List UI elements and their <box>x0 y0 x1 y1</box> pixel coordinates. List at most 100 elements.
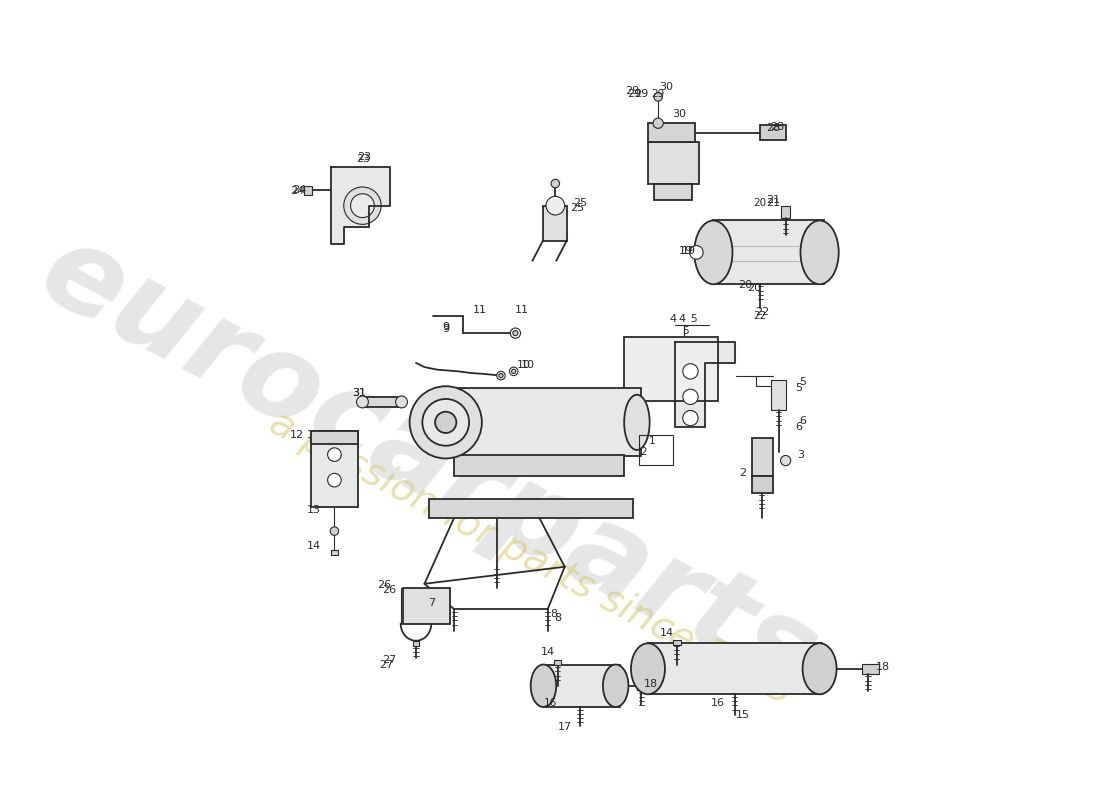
Circle shape <box>497 371 505 380</box>
Circle shape <box>328 448 341 462</box>
Text: 2: 2 <box>640 447 647 457</box>
Text: 8: 8 <box>550 609 558 618</box>
Text: 30: 30 <box>672 109 686 119</box>
Text: 27: 27 <box>382 655 396 666</box>
Text: 5: 5 <box>799 377 806 386</box>
Bar <box>543 206 568 242</box>
Bar <box>311 431 359 507</box>
Text: 28: 28 <box>770 122 784 132</box>
Text: 9: 9 <box>442 324 449 334</box>
Text: 29: 29 <box>626 86 640 96</box>
Text: 6: 6 <box>799 416 806 426</box>
Bar <box>760 125 785 140</box>
Text: 20: 20 <box>747 283 761 293</box>
Circle shape <box>513 330 518 336</box>
Bar <box>454 454 624 476</box>
Text: 24: 24 <box>290 186 305 196</box>
Text: 22: 22 <box>754 311 767 321</box>
Text: 24: 24 <box>293 186 307 195</box>
Bar <box>751 476 773 493</box>
Circle shape <box>498 374 503 378</box>
Text: 17: 17 <box>558 722 572 731</box>
Text: 20: 20 <box>754 198 767 208</box>
Circle shape <box>510 328 520 338</box>
Text: 19: 19 <box>682 246 696 256</box>
Circle shape <box>330 527 339 535</box>
Ellipse shape <box>631 643 666 694</box>
Ellipse shape <box>694 221 733 284</box>
Text: 16: 16 <box>543 698 557 708</box>
Text: 7: 7 <box>428 598 435 608</box>
Bar <box>672 640 681 645</box>
Text: 14: 14 <box>540 646 554 657</box>
Ellipse shape <box>801 221 838 284</box>
Text: 20: 20 <box>738 280 752 290</box>
Text: 23: 23 <box>358 152 371 162</box>
Text: 10: 10 <box>517 361 531 370</box>
Bar <box>412 641 419 646</box>
Text: 13: 13 <box>307 505 321 515</box>
Polygon shape <box>675 342 735 426</box>
Circle shape <box>653 93 662 101</box>
Text: 22: 22 <box>756 307 770 317</box>
Bar <box>771 380 786 410</box>
Text: 19: 19 <box>679 246 693 256</box>
Bar <box>311 431 359 443</box>
Text: 6: 6 <box>795 422 802 431</box>
Circle shape <box>351 194 374 218</box>
Text: 26: 26 <box>377 581 392 590</box>
Text: a passion for parts since 1985: a passion for parts since 1985 <box>263 404 799 713</box>
Bar <box>648 123 695 142</box>
Bar <box>714 220 824 284</box>
Text: 27: 27 <box>379 659 394 670</box>
Text: eurocarparts: eurocarparts <box>22 212 836 718</box>
Bar <box>639 435 673 465</box>
Text: 14: 14 <box>307 541 321 550</box>
Text: 30: 30 <box>660 82 673 92</box>
Bar <box>653 185 692 200</box>
Text: 29: 29 <box>634 89 648 98</box>
Circle shape <box>690 246 703 259</box>
Text: 25: 25 <box>571 203 584 214</box>
Text: 25: 25 <box>573 198 587 208</box>
Circle shape <box>344 187 381 224</box>
Bar <box>361 397 404 407</box>
Ellipse shape <box>803 643 837 694</box>
Bar <box>648 142 698 185</box>
Text: 29: 29 <box>627 89 641 98</box>
Text: 28: 28 <box>766 123 780 134</box>
Bar <box>862 664 879 674</box>
Bar <box>429 499 632 518</box>
Text: 12: 12 <box>307 430 321 440</box>
Text: 3: 3 <box>798 450 804 460</box>
Text: 7: 7 <box>428 598 435 608</box>
Bar <box>554 660 561 666</box>
Text: 14: 14 <box>660 628 673 638</box>
Circle shape <box>683 410 698 426</box>
Text: 31: 31 <box>352 388 366 398</box>
Text: 12: 12 <box>290 430 304 440</box>
Ellipse shape <box>530 665 557 707</box>
Text: 8: 8 <box>554 613 561 622</box>
Text: 1: 1 <box>649 436 656 446</box>
Bar <box>637 682 652 690</box>
Text: 29: 29 <box>651 89 664 98</box>
Circle shape <box>396 396 407 408</box>
Circle shape <box>328 474 341 487</box>
Ellipse shape <box>409 386 482 458</box>
Text: 5: 5 <box>682 326 689 335</box>
Bar <box>543 665 620 707</box>
Circle shape <box>512 370 516 374</box>
Ellipse shape <box>422 399 469 446</box>
Text: 11: 11 <box>515 305 529 315</box>
Bar <box>331 550 338 555</box>
Text: 5: 5 <box>691 314 697 324</box>
Text: 23: 23 <box>356 154 371 164</box>
Text: 21: 21 <box>766 198 780 208</box>
Circle shape <box>356 396 369 408</box>
Circle shape <box>509 367 518 376</box>
Text: 18: 18 <box>877 662 890 672</box>
Circle shape <box>551 179 560 188</box>
Text: 18: 18 <box>645 679 659 689</box>
Bar <box>648 643 822 694</box>
